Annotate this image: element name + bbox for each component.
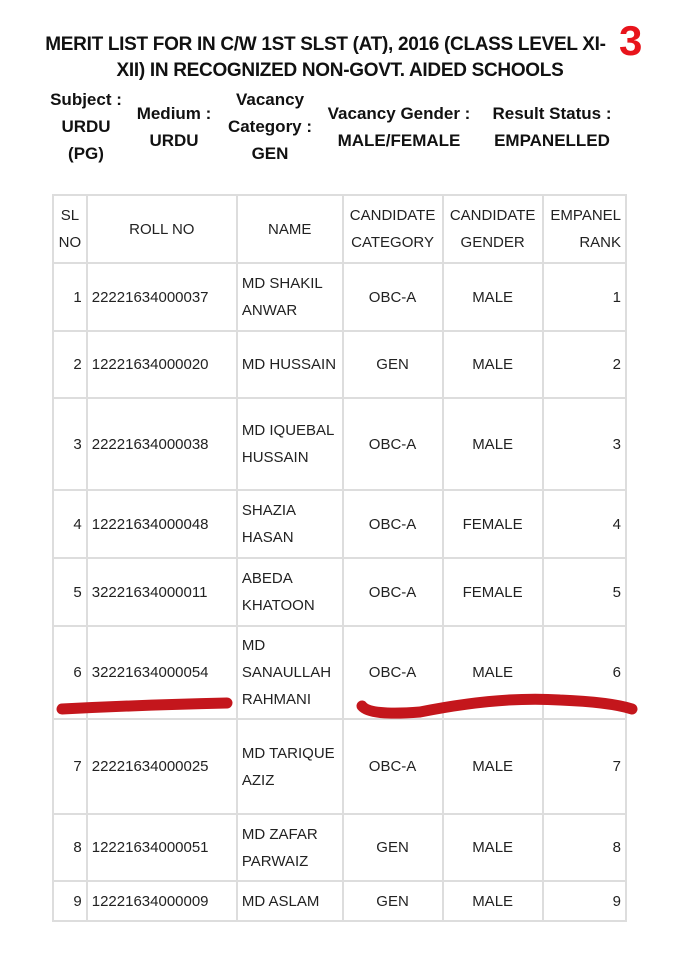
name-cell: MD ZAFAR PARWAIZ — [235, 813, 344, 882]
meta-vacancy-category: Vacancy Category : GEN — [227, 90, 313, 163]
gender-cell: MALE — [441, 330, 544, 399]
col-rank: EMPANEL RANK — [541, 194, 627, 264]
category-cell: OBC-A — [341, 262, 444, 332]
sl-no-cell: 1 — [52, 262, 88, 332]
rank-cell: 8 — [541, 813, 627, 882]
roll-no-cell: 22221634000037 — [85, 262, 238, 332]
roll-no-cell: 22221634000038 — [85, 397, 238, 491]
sl-no-cell: 5 — [52, 557, 88, 627]
meta-medium: Medium : URDU — [136, 103, 212, 150]
page-number-mark: 3 — [618, 17, 642, 64]
page-title-block: 3 MERIT LIST FOR IN C/W 1ST SLST (AT), 20… — [38, 20, 642, 84]
meta-vacancy-gender: Vacancy Gender : MALE/FEMALE — [327, 103, 471, 150]
category-cell: OBC-A — [341, 489, 444, 559]
page-title: MERIT LIST FOR IN C/W 1ST SLST (AT), 201… — [45, 34, 606, 81]
sl-no-cell: 3 — [52, 397, 88, 491]
roll-no-cell: 12221634000051 — [85, 813, 238, 882]
gender-cell: MALE — [441, 880, 544, 922]
rank-cell: 7 — [541, 718, 627, 815]
category-cell: OBC-A — [341, 397, 444, 491]
category-cell: GEN — [341, 880, 444, 922]
table-header: SL NO ROLL NO NAME CANDIDATE CATEGORY CA… — [52, 194, 627, 264]
rank-cell: 3 — [541, 397, 627, 491]
sl-no-cell: 8 — [52, 813, 88, 882]
category-cell: GEN — [341, 813, 444, 882]
gender-cell: FEMALE — [441, 557, 544, 627]
name-cell: MD SANAULLAH RAHMANI — [235, 625, 344, 720]
category-cell: OBC-A — [341, 625, 444, 720]
roll-no-cell: 12221634000020 — [85, 330, 238, 399]
roll-no-cell: 12221634000009 — [85, 880, 238, 922]
category-cell: OBC-A — [341, 557, 444, 627]
table-row: 2 12221634000020 MD HUSSAIN GEN MALE 2 — [52, 330, 627, 399]
rank-cell: 9 — [541, 880, 627, 922]
table-row: 4 12221634000048 SHAZIA HASAN OBC-A FEMALE 4 — [52, 489, 627, 559]
table-row: 9 12221634000009 MD ASLAM GEN MALE 9 — [52, 880, 627, 922]
table-row: 8 12221634000051 MD ZAFAR PARWAIZ GEN MALE 8 — [52, 813, 627, 882]
sl-no-cell: 7 — [52, 718, 88, 815]
rank-cell: 2 — [541, 330, 627, 399]
name-cell: MD ASLAM — [235, 880, 344, 922]
sl-no-cell: 4 — [52, 489, 88, 559]
table-row: 5 32221634000011 ABEDA KHATOON OBC-A FEMALE 5 — [52, 557, 627, 627]
meta-info: Subject : URDU (PG) Medium : URDU Vacancy … — [44, 86, 626, 167]
underline-stroke — [56, 697, 233, 715]
underline-stroke — [356, 693, 638, 719]
gender-cell: MALE — [441, 262, 544, 332]
col-category: CANDIDATE CATEGORY — [341, 194, 444, 264]
meta-subject: Subject : URDU (PG) — [50, 90, 122, 163]
sl-no-cell: 9 — [52, 880, 88, 922]
roll-no-cell: 12221634000048 — [85, 489, 238, 559]
col-gender: CANDIDATE GENDER — [441, 194, 544, 264]
roll-no-cell: 32221634000011 — [85, 557, 238, 627]
rank-cell: 5 — [541, 557, 627, 627]
table-row: 1 22221634000037 MD SHAKIL ANWAR OBC-A MALE 1 — [52, 262, 627, 332]
col-name: NAME — [235, 194, 344, 264]
col-roll-no: ROLL NO — [85, 194, 238, 264]
table-row: 3 22221634000038 MD IQUEBAL HUSSAIN OBC-A MA… — [52, 397, 627, 491]
gender-cell: MALE — [441, 813, 544, 882]
name-cell: MD TARIQUE AZIZ — [235, 718, 344, 815]
name-cell: MD SHAKIL ANWAR — [235, 262, 344, 332]
category-cell: GEN — [341, 330, 444, 399]
name-cell: SHAZIA HASAN — [235, 489, 344, 559]
rank-cell: 4 — [541, 489, 627, 559]
gender-cell: MALE — [441, 397, 544, 491]
roll-no-cell: 22221634000025 — [85, 718, 238, 815]
col-sl-no: SL NO — [52, 194, 88, 264]
name-cell: ABEDA KHATOON — [235, 557, 344, 627]
sl-no-cell: 2 — [52, 330, 88, 399]
name-cell: MD IQUEBAL HUSSAIN — [235, 397, 344, 491]
table-row: 7 22221634000025 MD TARIQUE AZIZ OBC-A MALE 7 — [52, 718, 627, 815]
rank-cell: 1 — [541, 262, 627, 332]
gender-cell: FEMALE — [441, 489, 544, 559]
meta-result-status: Result Status : EMPANELLED — [492, 103, 612, 150]
name-cell: MD HUSSAIN — [235, 330, 344, 399]
category-cell: OBC-A — [341, 718, 444, 815]
gender-cell: MALE — [441, 718, 544, 815]
